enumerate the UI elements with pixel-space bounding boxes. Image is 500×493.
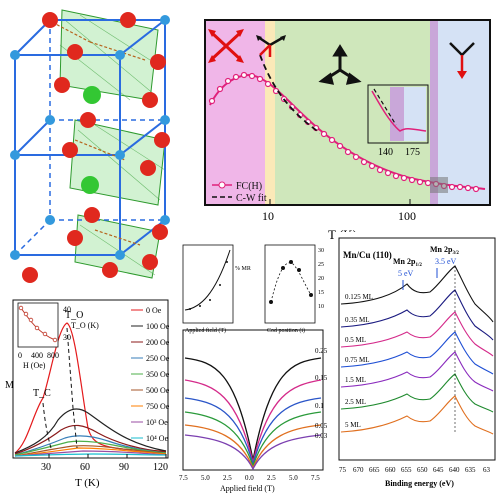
region-pink [205, 20, 265, 205]
inset-ytick-30: 30 [63, 333, 71, 342]
mr-xtick-3: 0.0 [245, 474, 254, 482]
inset-ylabel: T_O (K) [71, 321, 99, 330]
mr-xtick-5: 5.0 [289, 474, 298, 482]
inset-tick-140: 140 [378, 147, 393, 158]
inset2-ytick-20: 20 [318, 276, 324, 282]
inset2-ytick-10: 10 [318, 304, 324, 310]
mr-inset-2: Cod position (i) 30 25 20 15 10 [264, 244, 324, 334]
region-purple [430, 20, 438, 205]
legend-1e4oe: 10⁴ Oe [146, 434, 169, 443]
mr-xtick-1: 5.0 [201, 474, 210, 482]
split-a-label: 5 eV [398, 269, 414, 278]
legend-fch: FC(H) [236, 181, 262, 192]
curve-label-0.1: 0.1 [315, 402, 324, 410]
spin-arrows-pink [208, 29, 244, 63]
coverage-5: 5 ML [345, 421, 361, 429]
coverage-2.5: 2.5 ML [345, 398, 366, 406]
curve-label-0.03: 0.03 [315, 432, 328, 440]
mt-ylabel: M [5, 380, 14, 391]
legend-200oe: 200 Oe [146, 338, 170, 347]
curve-label-0.25: 0.25 [315, 347, 328, 355]
mt-xtick-120: 120 [153, 462, 168, 473]
legend-500oe: 500 Oe [146, 386, 170, 395]
crystal-structure-panel [0, 0, 200, 290]
legend-750oe: 750 Oe [146, 402, 170, 411]
fc-xtick-100: 100 [398, 209, 416, 223]
mr-xtick-0: 7.5 [179, 474, 188, 482]
inset-xlabel: H (Oe) [23, 361, 46, 370]
xps-plot: Mn/Cu (110) Mn 2p1/2 Mn 2p3/2 5 eV 3.5 e… [335, 232, 500, 493]
legend-cw-fit: C-W fit [236, 193, 267, 204]
label-tc: T_C [33, 388, 51, 399]
coverage-0.75: 0.75 ML [345, 356, 370, 364]
xps-xtick-0: 75 [339, 466, 347, 474]
coverage-1.5: 1.5 ML [345, 376, 366, 384]
curve-label-0.15: 0.15 [315, 374, 328, 382]
inset1-xlabel: Applied field (T) [185, 327, 226, 334]
xps-xtick-3: 660 [385, 466, 396, 474]
spin-arrows-green [318, 44, 362, 85]
peak-a-label: Mn 2p1/2 [393, 257, 422, 268]
fc-xtick-10: 10 [262, 209, 274, 223]
coverage-0.35: 0.35 ML [345, 316, 370, 324]
inset-xtick-400: 400 [31, 351, 43, 360]
cw-fit-line [259, 54, 321, 134]
magnetization-vs-temperature-panel: T_O T_C 0 400 800 H (Oe) 40 30 T_O (K) 0… [3, 288, 183, 493]
xps-spectra-panel: Mn/Cu (110) Mn 2p1/2 Mn 2p3/2 5 eV 3.5 e… [335, 232, 500, 493]
inset2-xlabel: Cod position (i) [267, 327, 305, 334]
mr-plot: 0.25 0.15 0.1 0.05 0.03 Applied field (T… [175, 240, 333, 493]
mt-xlabel: T (K) [75, 477, 100, 489]
legend-1e3oe: 10³ Oe [146, 418, 168, 427]
xps-xtick-1: 670 [353, 466, 364, 474]
fc-plot: 140 175 FC(H) C-W fit 10 100 T (K) [200, 15, 495, 245]
inset-xtick-800: 800 [47, 351, 59, 360]
xps-xtick-4: 655 [401, 466, 412, 474]
label-to: T_O [65, 310, 83, 321]
mt-legend: 0 Oe 100 Oe 200 Oe 250 Oe 350 Oe 500 Oe … [131, 306, 170, 443]
mt-plot: T_O T_C 0 400 800 H (Oe) 40 30 T_O (K) 0… [5, 299, 170, 489]
inset1-ylabel: % MR [235, 266, 251, 272]
mr-xlabel: Applied field (T) [220, 484, 275, 493]
region-blue [438, 20, 490, 205]
mt-xtick-90: 90 [119, 462, 129, 473]
mt-xtick-60: 60 [80, 462, 90, 473]
fc-inset: 140 175 [367, 84, 429, 158]
fc-legend: FC(H) C-W fit [212, 181, 267, 204]
mr-xtick-6: 7.5 [311, 474, 320, 482]
xps-title: Mn/Cu (110) [343, 250, 392, 260]
coverage-0.5: 0.5 ML [345, 336, 366, 344]
crystal-structure-drawing [10, 9, 170, 283]
inset-tick-175: 175 [405, 147, 420, 158]
xps-xtick-6: 645 [433, 466, 444, 474]
xps-xlabel: Binding energy (eV) [385, 479, 454, 488]
xps-xtick-2: 665 [369, 466, 380, 474]
mr-inset-1: Applied field (T) % MR [182, 244, 251, 334]
inset-xtick-0: 0 [18, 351, 22, 360]
inset-ytick-40: 40 [63, 305, 71, 314]
spin-arrows-yellow [256, 35, 286, 57]
inset2-ytick-25: 25 [318, 262, 324, 268]
coverage-0.125: 0.125 ML [345, 293, 373, 301]
mr-xtick-4: 2.5 [267, 474, 276, 482]
peak-b-label: Mn 2p3/2 [430, 245, 459, 256]
xps-xtick-5: 650 [417, 466, 428, 474]
legend-250oe: 250 Oe [146, 354, 170, 363]
magnetoresistance-panel: 0.25 0.15 0.1 0.05 0.03 Applied field (T… [175, 240, 333, 493]
curve-label-0.05: 0.05 [315, 422, 328, 430]
mt-xtick-30: 30 [41, 462, 51, 473]
xps-xtick-7: 640 [449, 466, 460, 474]
legend-100oe: 100 Oe [146, 322, 170, 331]
xps-xtick-8: 635 [465, 466, 476, 474]
inset2-ytick-15: 15 [318, 290, 324, 296]
mt-inset: 0 400 800 H (Oe) 40 30 T_O (K) [17, 302, 99, 370]
legend-0oe: 0 Oe [146, 306, 162, 315]
legend-350oe: 350 Oe [146, 370, 170, 379]
xps-xtick-9: 63 [483, 466, 491, 474]
split-b-label: 3.5 eV [435, 257, 457, 266]
inset2-ytick-30: 30 [318, 248, 324, 254]
mr-xtick-2: 2.5 [223, 474, 232, 482]
spin-arrows-blue [449, 42, 475, 79]
region-green [275, 20, 385, 205]
fc-magnetization-panel: 140 175 FC(H) C-W fit 10 100 T (K) [200, 15, 495, 245]
